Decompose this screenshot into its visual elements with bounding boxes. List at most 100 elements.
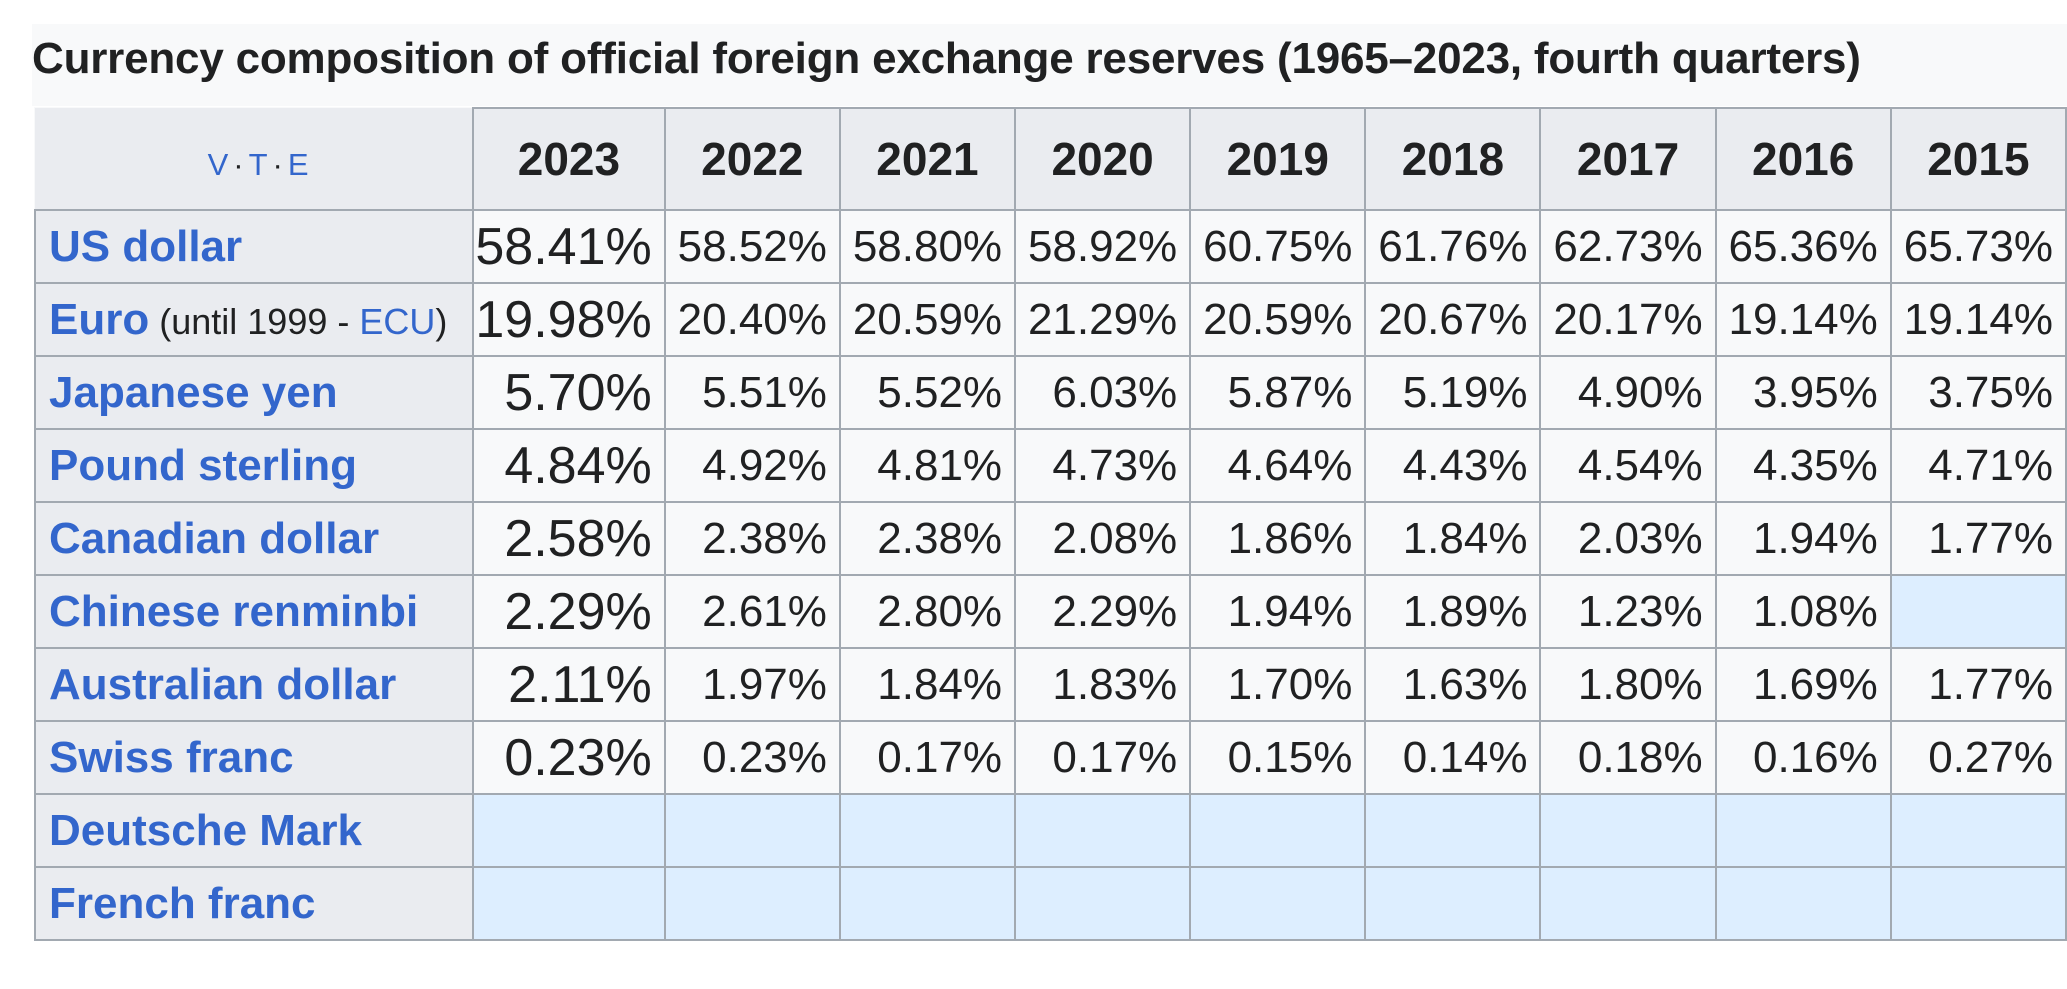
empty-cell (838, 793, 1017, 868)
year-header: 2022 (663, 107, 841, 211)
table-row: Deutsche Mark (33, 793, 2067, 868)
year-header: 2020 (1014, 107, 1192, 211)
share-cell: 20.67% (1364, 282, 1542, 357)
share-cell: 2.80% (838, 574, 1017, 649)
share-cell: 21.29% (1014, 282, 1192, 357)
share-cell: 0.27% (1889, 720, 2067, 795)
share-cell: 3.75% (1889, 355, 2067, 430)
share-cell: 58.41% (472, 209, 666, 284)
empty-cell (1889, 793, 2067, 868)
share-cell: 4.64% (1189, 428, 1367, 503)
share-cell: 61.76% (1364, 209, 1542, 284)
ecu-link[interactable]: ECU (359, 300, 436, 342)
currency-link[interactable]: Australian dollar (49, 659, 397, 709)
currency-link[interactable]: Euro (49, 294, 150, 344)
empty-cell (1889, 574, 2067, 649)
currency-link[interactable]: Japanese yen (49, 367, 338, 417)
share-cell: 2.38% (663, 501, 841, 576)
currency-link[interactable]: Deutsche Mark (49, 805, 363, 855)
view-template-link[interactable]: V (207, 146, 230, 182)
share-cell: 5.19% (1364, 355, 1542, 430)
empty-cell (1189, 866, 1367, 941)
table-row: Canadian dollar 2.58% 2.38% 2.38% 2.08% 1.86%… (33, 501, 2067, 576)
currency-row-header: Euro (until 1999 - ECU) (33, 282, 475, 357)
table-row: Euro (until 1999 - ECU) 19.98% 20.40% 20.59… (33, 282, 2067, 357)
empty-cell (1014, 866, 1192, 941)
share-cell: 58.52% (663, 209, 841, 284)
share-cell: 65.73% (1889, 209, 2067, 284)
share-cell: 19.14% (1714, 282, 1892, 357)
share-cell: 0.16% (1714, 720, 1892, 795)
currency-note-text: (until 1999 - (159, 300, 360, 342)
share-cell: 58.80% (838, 209, 1017, 284)
share-cell: 2.61% (663, 574, 841, 649)
share-cell: 2.38% (838, 501, 1017, 576)
caption-background (32, 24, 2067, 106)
year-header: 2023 (472, 107, 666, 211)
share-cell: 4.84% (472, 428, 666, 503)
empty-cell (1014, 793, 1192, 868)
share-cell: 58.92% (1014, 209, 1192, 284)
share-cell: 0.17% (1014, 720, 1192, 795)
share-cell: 2.11% (472, 647, 666, 722)
currency-note: (until 1999 - ECU) (149, 301, 447, 342)
currency-row-header: Chinese renminbi (33, 574, 475, 649)
share-cell: 1.69% (1714, 647, 1892, 722)
currency-note-text: ) (435, 300, 448, 342)
share-cell: 20.40% (663, 282, 841, 357)
currency-link[interactable]: Chinese renminbi (49, 586, 419, 636)
share-cell: 1.84% (1364, 501, 1542, 576)
empty-cell (1189, 793, 1367, 868)
currency-row-header: US dollar (33, 209, 475, 284)
share-cell: 1.70% (1189, 647, 1367, 722)
currency-link[interactable]: Canadian dollar (49, 513, 380, 563)
currency-row-header: Japanese yen (33, 355, 475, 430)
empty-cell (663, 866, 841, 941)
currency-link[interactable]: US dollar (49, 221, 243, 271)
year-header: 2021 (838, 107, 1017, 211)
share-cell: 1.89% (1364, 574, 1542, 649)
empty-cell (472, 866, 666, 941)
share-cell: 0.18% (1539, 720, 1717, 795)
share-cell: 0.23% (663, 720, 841, 795)
table-row: Pound sterling 4.84% 4.92% 4.81% 4.73% 4.64% 4… (33, 428, 2067, 503)
empty-cell (838, 866, 1017, 941)
share-cell: 4.92% (663, 428, 841, 503)
currency-link[interactable]: Pound sterling (49, 440, 357, 490)
share-cell: 2.58% (472, 501, 666, 576)
currency-link[interactable]: Swiss franc (49, 732, 294, 782)
share-cell: 19.14% (1889, 282, 2067, 357)
share-cell: 1.80% (1539, 647, 1717, 722)
share-cell: 60.75% (1189, 209, 1367, 284)
empty-cell (1364, 793, 1542, 868)
share-cell: 19.98% (472, 282, 666, 357)
share-cell: 5.51% (663, 355, 841, 430)
share-cell: 2.03% (1539, 501, 1717, 576)
empty-cell (472, 793, 666, 868)
share-cell: 2.08% (1014, 501, 1192, 576)
table-row: Australian dollar 2.11% 1.97% 1.84% 1.83% 1.7… (33, 647, 2067, 722)
share-cell: 1.97% (663, 647, 841, 722)
table-caption: Currency composition of official foreign… (32, 34, 1861, 83)
share-cell: 20.17% (1539, 282, 1717, 357)
share-cell: 2.29% (472, 574, 666, 649)
share-cell: 0.17% (838, 720, 1017, 795)
currency-row-header: Deutsche Mark (33, 793, 475, 868)
currency-link[interactable]: French franc (49, 878, 316, 928)
empty-cell (1889, 866, 2067, 941)
reserves-table: V · T · E 2023 2022 2021 2020 2019 2018 2017… (33, 107, 2067, 941)
empty-cell (1364, 866, 1542, 941)
share-cell: 0.23% (472, 720, 666, 795)
share-cell: 5.70% (472, 355, 666, 430)
share-cell: 1.84% (838, 647, 1017, 722)
edit-template-link[interactable]: E (287, 146, 310, 182)
navbox-links: V · T · E (35, 108, 475, 211)
share-cell: 1.23% (1539, 574, 1717, 649)
share-cell: 4.73% (1014, 428, 1192, 503)
talk-template-link[interactable]: T (248, 146, 269, 182)
currency-row-header: Australian dollar (33, 647, 475, 722)
share-cell: 20.59% (838, 282, 1017, 357)
table-row: Swiss franc 0.23% 0.23% 0.17% 0.17% 0.15% 0.14… (33, 720, 2067, 795)
currency-row-header: Pound sterling (33, 428, 475, 503)
share-cell: 1.77% (1889, 501, 2067, 576)
